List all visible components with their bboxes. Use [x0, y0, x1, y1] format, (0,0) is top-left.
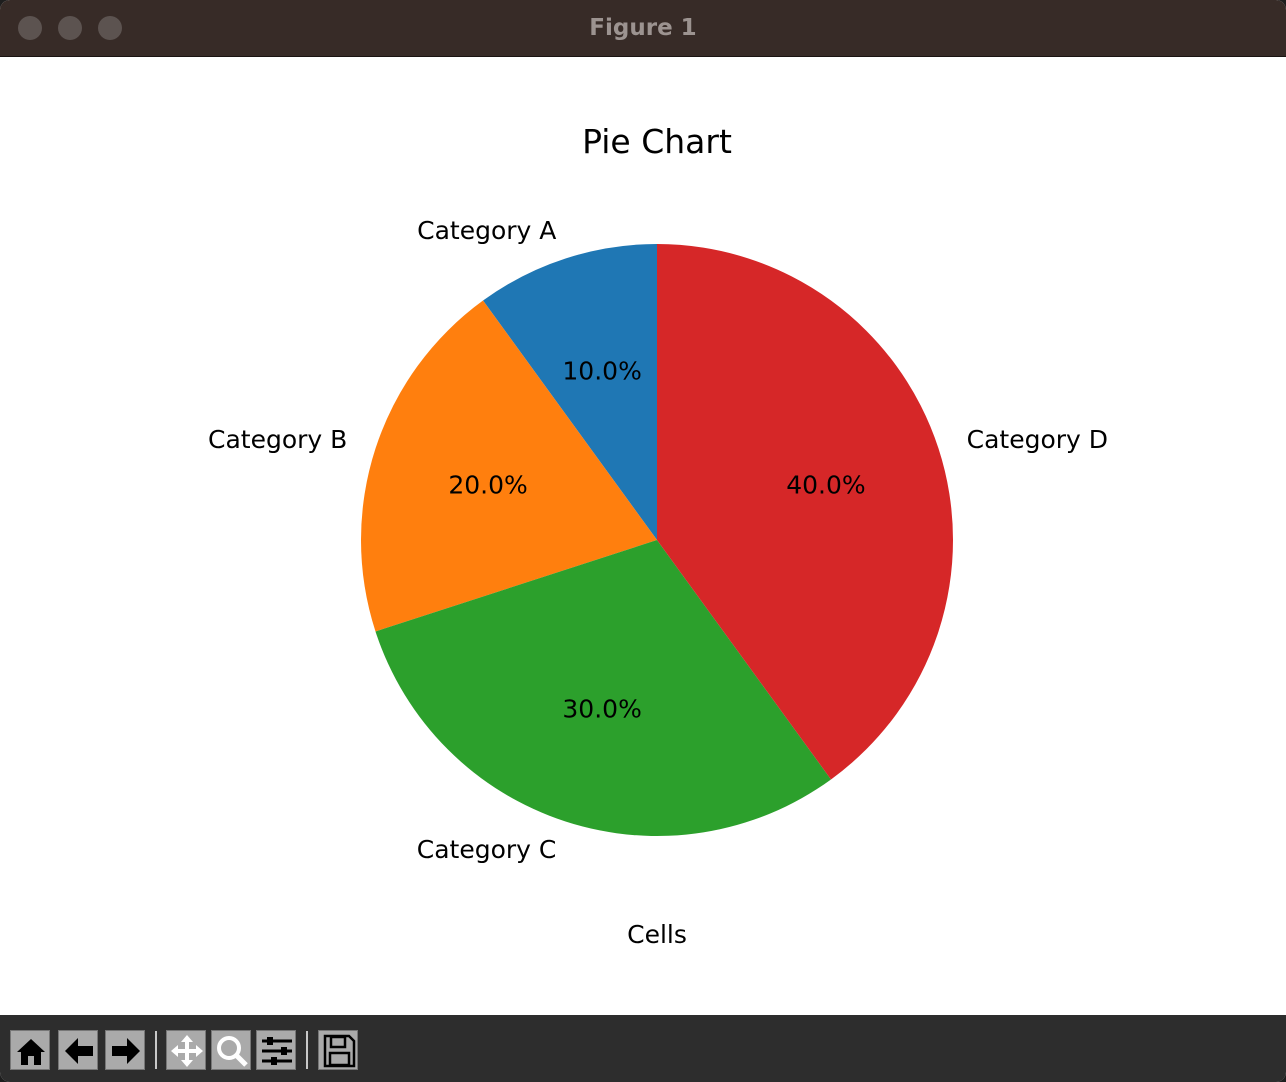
slice-label-category-d: Category D — [967, 425, 1108, 454]
forward-button[interactable] — [105, 1030, 145, 1070]
pie-slice-category-c — [375, 540, 831, 837]
arrow-right-icon — [112, 1038, 140, 1064]
magnifier-icon — [217, 1036, 248, 1067]
zoom-button[interactable] — [211, 1030, 251, 1070]
slice-percent-category-a: 10.0% — [562, 357, 641, 386]
arrow-left-icon — [65, 1038, 93, 1064]
slice-percent-category-c: 30.0% — [562, 694, 641, 723]
navigation-toolbar — [0, 1015, 1286, 1082]
slice-label-category-c: Category C — [417, 835, 557, 864]
pan-button[interactable] — [166, 1030, 206, 1070]
home-icon — [17, 1039, 45, 1065]
maximize-window-button[interactable] — [98, 16, 122, 40]
close-window-button[interactable] — [18, 16, 42, 40]
slice-percent-category-d: 40.0% — [786, 471, 865, 500]
back-button[interactable] — [58, 1030, 98, 1070]
toolbar-separator — [155, 1031, 157, 1069]
window-title: Figure 1 — [589, 15, 697, 41]
pie-slice-category-a — [483, 244, 657, 540]
pie-slice-category-b — [361, 300, 657, 632]
floppy-disk-icon — [323, 1034, 356, 1068]
slice-label-category-b: Category B — [208, 425, 347, 454]
configure-subplots-button[interactable] — [256, 1030, 296, 1070]
figure-canvas[interactable]: Pie Chart Category A 10.0% Category B 20.0%… — [2, 57, 1284, 1015]
slice-label-category-a: Category A — [417, 216, 556, 245]
sliders-icon — [262, 1037, 292, 1065]
slice-percent-category-b: 20.0% — [448, 471, 527, 500]
pie-slice-category-d — [657, 244, 954, 780]
toolbar-separator — [306, 1031, 308, 1069]
x-axis-label: Cells — [627, 920, 687, 949]
move-icon — [171, 1035, 203, 1067]
home-button[interactable] — [10, 1030, 50, 1070]
pie-chart: Pie Chart Category A 10.0% Category B 20.0%… — [208, 122, 1108, 949]
save-button[interactable] — [318, 1030, 358, 1070]
minimize-window-button[interactable] — [58, 16, 82, 40]
title-bar[interactable]: Figure 1 — [0, 0, 1286, 57]
chart-title: Pie Chart — [582, 122, 732, 161]
